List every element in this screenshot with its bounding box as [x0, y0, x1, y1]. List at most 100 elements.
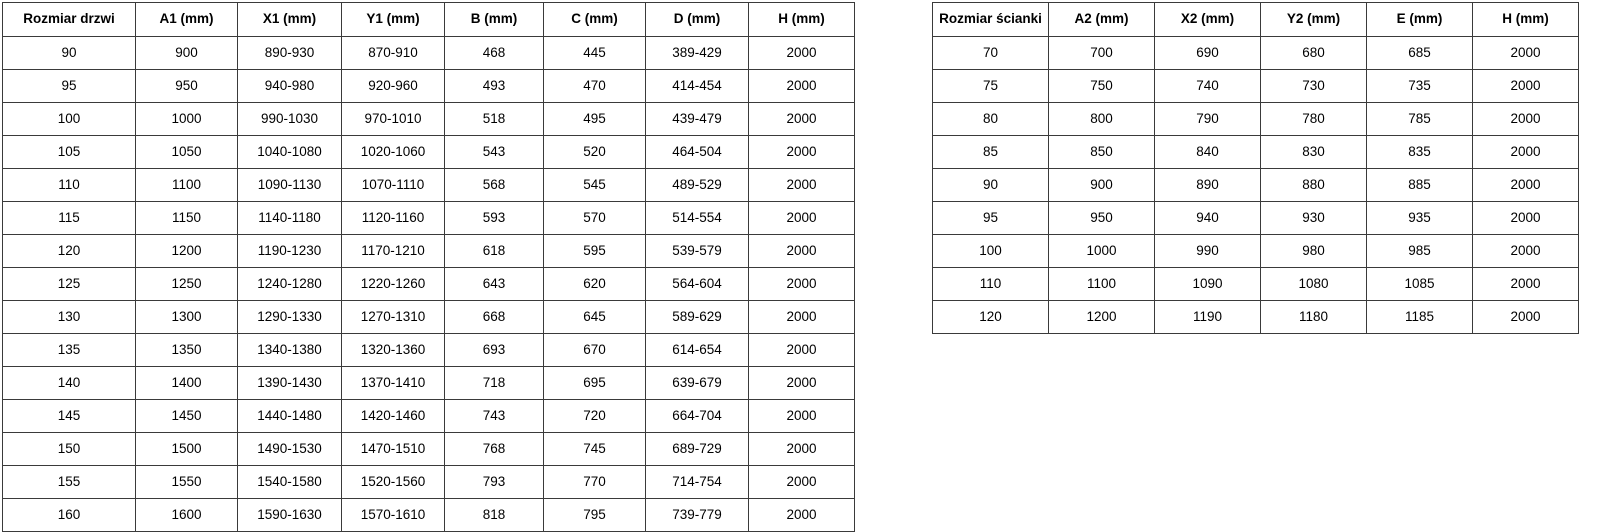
cell-h: 2000	[748, 333, 855, 367]
table-row: 75 750 740 730 735 2000	[932, 69, 1579, 103]
cell-y2: 780	[1260, 102, 1367, 136]
cell-size: 120	[932, 300, 1049, 334]
table-row: 110 1100 1090-1130 1070-1110 568 545 489…	[2, 168, 855, 202]
cell-h: 2000	[1472, 69, 1579, 103]
cell-size: 100	[932, 234, 1049, 268]
cell-d: 414-454	[645, 69, 749, 103]
cell-x2: 890	[1154, 168, 1261, 202]
cell-a1: 1050	[135, 135, 238, 169]
cell-h: 2000	[748, 36, 855, 70]
cell-e: 735	[1366, 69, 1473, 103]
walls-table-head: Rozmiar ścianki A2 (mm) X2 (mm) Y2 (mm) …	[932, 2, 1579, 37]
cell-c: 720	[543, 399, 646, 433]
cell-x1: 1490-1530	[237, 432, 342, 466]
cell-a1: 1450	[135, 399, 238, 433]
cell-size: 140	[2, 366, 136, 400]
cell-e: 685	[1366, 36, 1473, 70]
walls-header-row: Rozmiar ścianki A2 (mm) X2 (mm) Y2 (mm) …	[932, 2, 1579, 37]
table-row: 150 1500 1490-1530 1470-1510 768 745 689…	[2, 432, 855, 466]
cell-size: 90	[2, 36, 136, 70]
cell-b: 818	[444, 498, 544, 532]
cell-y1: 1070-1110	[341, 168, 445, 202]
cell-d: 664-704	[645, 399, 749, 433]
cell-h: 2000	[1472, 201, 1579, 235]
cell-b: 618	[444, 234, 544, 268]
cell-d: 439-479	[645, 102, 749, 136]
cell-size: 90	[932, 168, 1049, 202]
cell-y1: 1220-1260	[341, 267, 445, 301]
cell-y1: 1020-1060	[341, 135, 445, 169]
cell-x1: 990-1030	[237, 102, 342, 136]
cell-size: 110	[932, 267, 1049, 301]
cell-b: 668	[444, 300, 544, 334]
cell-size: 145	[2, 399, 136, 433]
cell-b: 643	[444, 267, 544, 301]
cell-a2: 750	[1048, 69, 1155, 103]
cell-b: 793	[444, 465, 544, 499]
cell-b: 718	[444, 366, 544, 400]
cell-h: 2000	[748, 135, 855, 169]
cell-y1: 1320-1360	[341, 333, 445, 367]
cell-x1: 940-980	[237, 69, 342, 103]
cell-d: 539-579	[645, 234, 749, 268]
cell-x2: 990	[1154, 234, 1261, 268]
cell-y2: 980	[1260, 234, 1367, 268]
cell-h: 2000	[1472, 300, 1579, 334]
cell-x1: 1040-1080	[237, 135, 342, 169]
doors-table-body: 90 900 890-930 870-910 468 445 389-429 2…	[2, 36, 855, 532]
cell-x1: 1590-1630	[237, 498, 342, 532]
cell-c: 770	[543, 465, 646, 499]
cell-a2: 700	[1048, 36, 1155, 70]
cell-x1: 1340-1380	[237, 333, 342, 367]
cell-c: 645	[543, 300, 646, 334]
cell-a2: 1200	[1048, 300, 1155, 334]
cell-h: 2000	[1472, 135, 1579, 169]
cell-c: 445	[543, 36, 646, 70]
cell-y2: 830	[1260, 135, 1367, 169]
cell-y1: 1520-1560	[341, 465, 445, 499]
cell-x1: 1090-1130	[237, 168, 342, 202]
cell-a1: 1350	[135, 333, 238, 367]
cell-b: 593	[444, 201, 544, 235]
walls-column-header-x2: X2 (mm)	[1154, 2, 1261, 37]
cell-h: 2000	[1472, 267, 1579, 301]
cell-size: 80	[932, 102, 1049, 136]
cell-a1: 1150	[135, 201, 238, 235]
walls-column-header-h: H (mm)	[1472, 2, 1579, 37]
cell-size: 125	[2, 267, 136, 301]
cell-x1: 1190-1230	[237, 234, 342, 268]
cell-a1: 1550	[135, 465, 238, 499]
doors-column-header-d: D (mm)	[645, 2, 749, 37]
cell-c: 695	[543, 366, 646, 400]
table-row: 145 1450 1440-1480 1420-1460 743 720 664…	[2, 399, 855, 433]
cell-y1: 1270-1310	[341, 300, 445, 334]
table-row: 115 1150 1140-1180 1120-1160 593 570 514…	[2, 201, 855, 235]
cell-y2: 880	[1260, 168, 1367, 202]
cell-c: 470	[543, 69, 646, 103]
cell-a1: 1200	[135, 234, 238, 268]
table-row: 120 1200 1190-1230 1170-1210 618 595 539…	[2, 234, 855, 268]
table-row: 95 950 940 930 935 2000	[932, 201, 1579, 235]
table-row: 130 1300 1290-1330 1270-1310 668 645 589…	[2, 300, 855, 334]
cell-size: 85	[932, 135, 1049, 169]
cell-y1: 1170-1210	[341, 234, 445, 268]
cell-size: 70	[932, 36, 1049, 70]
cell-a1: 1250	[135, 267, 238, 301]
cell-d: 514-554	[645, 201, 749, 235]
cell-e: 985	[1366, 234, 1473, 268]
doors-column-header-y1: Y1 (mm)	[341, 2, 445, 37]
cell-x2: 840	[1154, 135, 1261, 169]
doors-table-container: Rozmiar drzwi A1 (mm) X1 (mm) Y1 (mm) B …	[2, 2, 855, 532]
cell-x1: 1240-1280	[237, 267, 342, 301]
doors-column-header-a1: A1 (mm)	[135, 2, 238, 37]
cell-c: 795	[543, 498, 646, 532]
cell-size: 110	[2, 168, 136, 202]
cell-size: 130	[2, 300, 136, 334]
doors-column-header-b: B (mm)	[444, 2, 544, 37]
cell-b: 568	[444, 168, 544, 202]
cell-d: 614-654	[645, 333, 749, 367]
cell-c: 570	[543, 201, 646, 235]
doors-column-header-h: H (mm)	[748, 2, 855, 37]
cell-h: 2000	[748, 234, 855, 268]
